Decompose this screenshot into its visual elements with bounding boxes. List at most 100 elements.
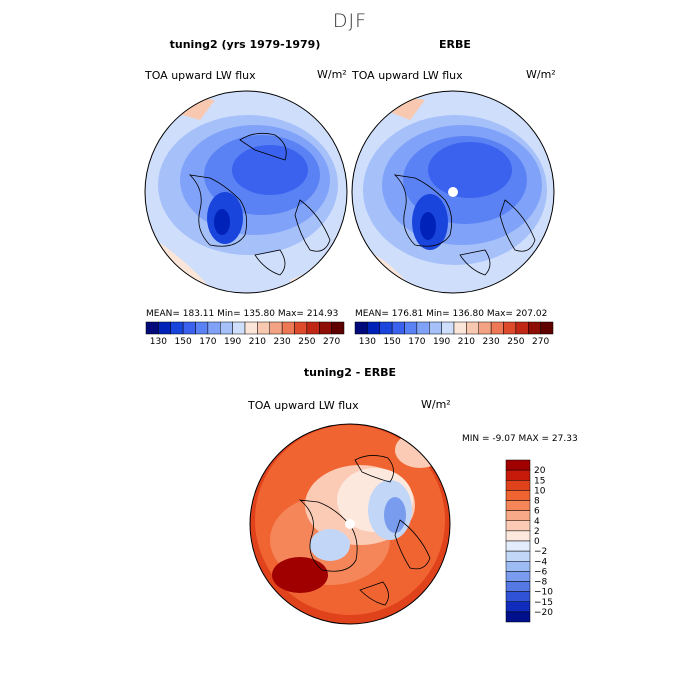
right-colorbar-tick-label: 230 <box>483 337 500 347</box>
left-stats: MEAN= 183.11 Min= 135.80 Max= 214.93 <box>146 309 339 319</box>
right-stats: MEAN= 176.81 Min= 136.80 Max= 207.02 <box>355 309 548 319</box>
diff-colorbar-swatch <box>505 601 531 613</box>
diff-colorbar-swatch <box>505 591 531 602</box>
diff-colorbar-tick-label: −10 <box>534 588 553 598</box>
diff-colorbar-swatch <box>505 510 531 521</box>
diff-colorbar-tick-label: 20 <box>534 466 546 476</box>
left-map-border <box>144 90 348 294</box>
diff-colorbar-swatch <box>505 480 531 491</box>
diff-colorbar-swatch <box>505 490 531 501</box>
diff-colorbar-tick-label: −15 <box>534 598 553 608</box>
left-panel-title: tuning2 (yrs 1979-1979) <box>169 38 321 51</box>
right-units-label: W/m² <box>526 68 556 81</box>
left-colorbar-swatch <box>294 321 308 335</box>
right-panel-title: ERBE <box>439 38 471 51</box>
left-colorbar-tick-label: 170 <box>199 337 216 347</box>
right-colorbar: 130 150 170 190 210 230 250 270 <box>354 321 554 347</box>
diff-panel-title: tuning2 - ERBE <box>303 366 397 379</box>
right-colorbar-swatch <box>490 321 504 335</box>
right-colorbar-swatch <box>441 321 455 335</box>
left-colorbar: 130 150 170 190 210 230 250 270 <box>145 321 345 347</box>
diff-colorbar-tick-label: 2 <box>534 527 540 537</box>
diff-colorbar-swatch <box>505 571 531 582</box>
left-colorbar-swatch <box>244 321 258 335</box>
left-colorbar-swatch <box>319 321 332 335</box>
left-colorbar-swatch <box>269 321 283 335</box>
right-colorbar-swatch <box>503 321 517 335</box>
main-title: DJF <box>332 10 368 32</box>
diff-colorbar-tick-label: 15 <box>534 476 545 486</box>
left-colorbar-tick-label: 230 <box>274 337 291 347</box>
diff-colorbar-swatch <box>505 469 531 481</box>
left-colorbar-swatch <box>182 321 196 335</box>
left-colorbar-tick-label: 270 <box>323 337 340 347</box>
right-colorbar-swatch <box>478 321 492 335</box>
right-colorbar-tick-label: 170 <box>408 337 425 347</box>
right-map-border <box>351 90 555 294</box>
diff-colorbar-swatch <box>505 459 531 471</box>
left-colorbar-swatch <box>257 321 270 335</box>
right-colorbar-tick-label: 270 <box>532 337 549 347</box>
right-colorbar-tick-label: 190 <box>433 337 450 347</box>
right-colorbar-swatch <box>515 321 529 335</box>
right-map <box>352 91 554 293</box>
right-colorbar-swatch <box>453 321 467 335</box>
left-colorbar-swatch <box>232 321 246 335</box>
right-colorbar-tick-label: 210 <box>458 337 475 347</box>
diff-colorbar-tick-label: −20 <box>534 608 553 618</box>
diff-colorbar-swatch <box>505 520 531 532</box>
diff-map <box>250 424 450 624</box>
left-units-label: W/m² <box>317 68 347 81</box>
diff-stats: MIN = -9.07 MAX = 27.33 <box>462 434 578 444</box>
left-colorbar-tick-label: 130 <box>150 337 167 347</box>
right-colorbar-swatch <box>416 321 430 335</box>
left-colorbar-swatch <box>331 321 345 335</box>
left-colorbar-swatch <box>306 321 320 335</box>
right-colorbar-swatch <box>367 321 380 335</box>
left-colorbar-tick-label: 150 <box>175 337 192 347</box>
right-variable-label: TOA upward LW flux <box>352 69 463 82</box>
diff-colorbar-swatch <box>505 550 531 562</box>
diff-colorbar-tick-label: 4 <box>534 517 540 527</box>
right-colorbar-swatch <box>466 321 479 335</box>
diff-colorbar-tick-label: −4 <box>534 557 548 567</box>
diff-colorbar-tick-label: −8 <box>534 578 548 588</box>
right-colorbar-tick-label: 150 <box>384 337 401 347</box>
left-colorbar-swatch <box>281 321 295 335</box>
right-colorbar-tick-label: 250 <box>507 337 524 347</box>
left-colorbar-swatch <box>207 321 221 335</box>
left-variable-label: TOA upward LW flux <box>145 69 256 82</box>
diff-colorbar-swatch <box>505 611 531 623</box>
diff-map-border <box>249 423 451 625</box>
diff-colorbar-tick-label: 6 <box>534 507 540 517</box>
right-colorbar-swatch <box>391 321 405 335</box>
diff-colorbar-tick-label: 0 <box>534 537 540 547</box>
left-colorbar-swatch <box>158 321 171 335</box>
diff-colorbar-swatch <box>505 581 531 592</box>
diff-colorbar-swatch <box>505 500 531 511</box>
right-colorbar-swatch <box>354 321 368 335</box>
diff-colorbar-swatch <box>505 561 531 572</box>
diff-colorbar-tick-label: 8 <box>534 497 540 507</box>
diff-units-label: W/m² <box>421 398 451 411</box>
left-colorbar-tick-label: 190 <box>224 337 241 347</box>
left-colorbar-swatch <box>170 321 184 335</box>
left-colorbar-swatch <box>145 321 159 335</box>
left-map <box>145 91 347 293</box>
diff-variable-label: TOA upward LW flux <box>248 399 359 412</box>
diff-colorbar-swatch <box>505 530 531 542</box>
right-colorbar-swatch <box>528 321 541 335</box>
left-colorbar-tick-label: 250 <box>298 337 315 347</box>
diff-colorbar-tick-label: −2 <box>534 547 547 557</box>
right-colorbar-tick-label: 130 <box>359 337 376 347</box>
right-colorbar-swatch <box>429 321 442 335</box>
diff-colorbar-tick-label: −6 <box>534 567 548 577</box>
right-colorbar-swatch <box>540 321 554 335</box>
left-colorbar-tick-label: 210 <box>249 337 266 347</box>
right-colorbar-swatch <box>404 321 418 335</box>
left-colorbar-swatch <box>195 321 209 335</box>
left-colorbar-swatch <box>220 321 233 335</box>
diff-colorbar-tick-label: 10 <box>534 486 546 496</box>
